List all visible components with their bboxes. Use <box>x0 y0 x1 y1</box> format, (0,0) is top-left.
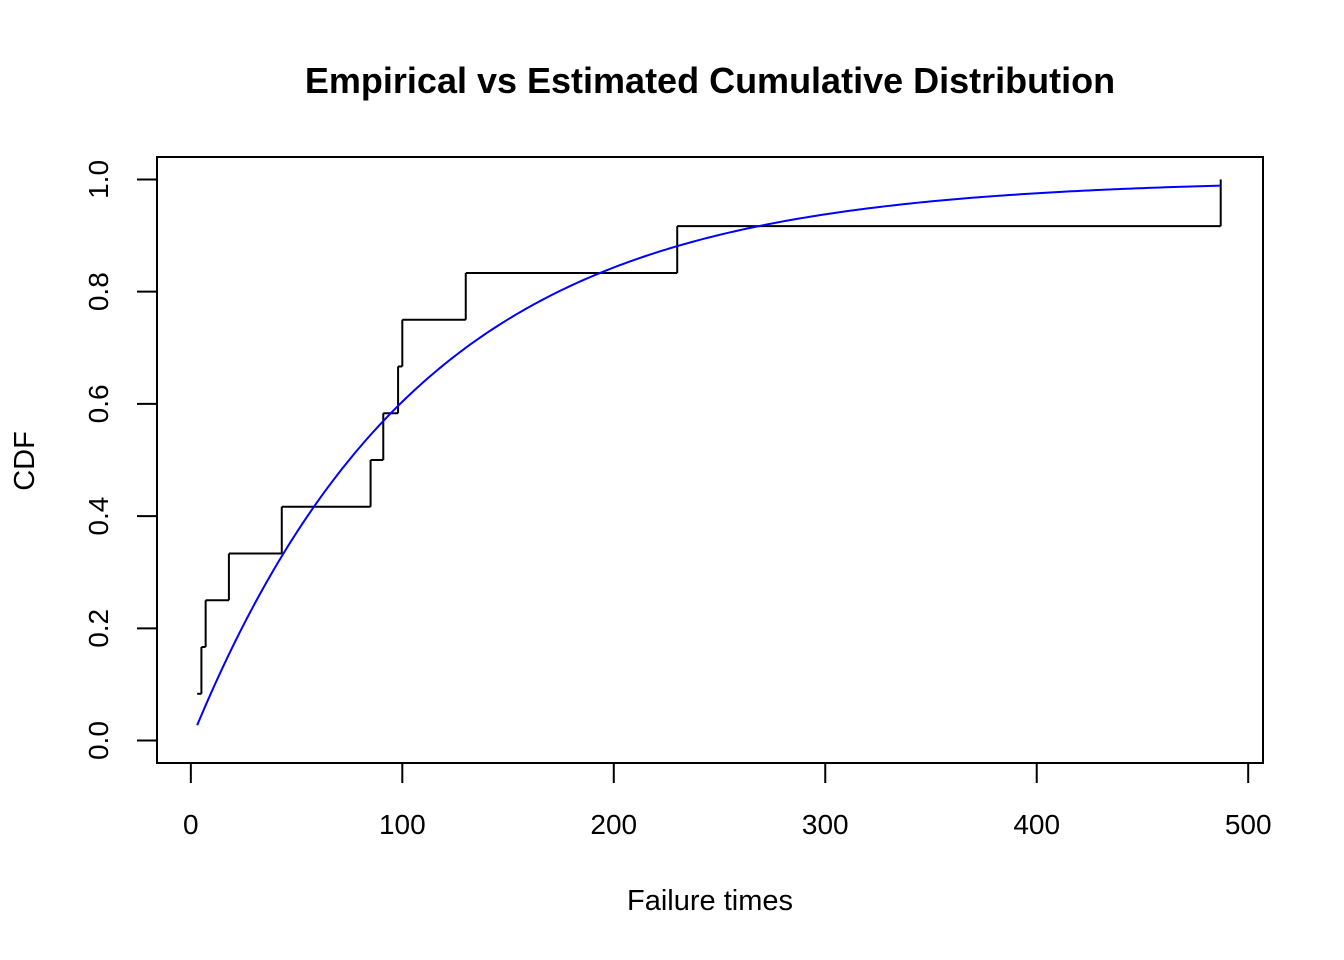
y-tick-label: 1.0 <box>83 160 114 199</box>
chart-title: Empirical vs Estimated Cumulative Distri… <box>305 60 1115 101</box>
estimated-cdf-line <box>196 184 1221 726</box>
x-tick-label: 500 <box>1225 809 1272 840</box>
x-tick-label: 100 <box>379 809 426 840</box>
y-tick-label: 0.0 <box>83 721 114 760</box>
y-tick-label: 0.2 <box>83 609 114 648</box>
y-tick-label: 0.8 <box>83 272 114 311</box>
x-tick-label: 400 <box>1013 809 1060 840</box>
y-axis: 0.0 0.2 0.4 0.6 0.8 1.0 <box>83 160 158 760</box>
x-axis: 0 100 200 300 400 500 <box>183 762 1272 840</box>
x-tick-label: 300 <box>802 809 849 840</box>
x-tick-label: 200 <box>590 809 637 840</box>
x-tick-label: 0 <box>183 809 199 840</box>
y-tick-label: 0.6 <box>83 384 114 423</box>
series-layer <box>196 179 1222 726</box>
x-axis-label: Failure times <box>627 885 793 917</box>
plot-area-frame <box>156 156 1264 764</box>
y-axis-label: CDF <box>9 431 41 491</box>
y-tick-label: 0.4 <box>83 497 114 536</box>
